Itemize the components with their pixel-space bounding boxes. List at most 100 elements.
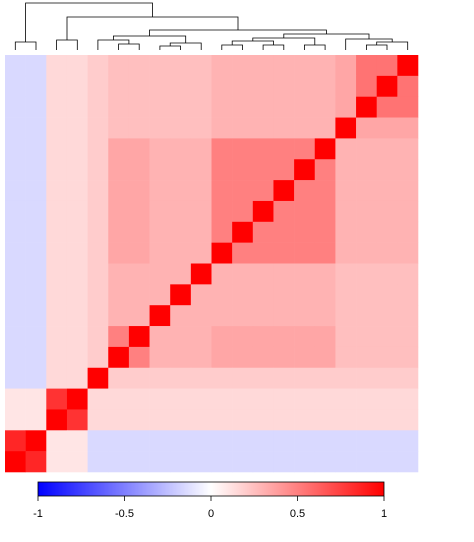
- heatmap-cell: [149, 221, 171, 243]
- heatmap-cell: [149, 159, 171, 181]
- heatmap-cell: [273, 326, 295, 348]
- heatmap-cell: [190, 305, 212, 327]
- heatmap-cell: [232, 346, 254, 369]
- heatmap-cell: [232, 96, 254, 118]
- heatmap-cell: [314, 346, 336, 369]
- heatmap-cell: [211, 117, 233, 139]
- heatmap-cell: [170, 305, 192, 327]
- heatmap-cell: [252, 200, 274, 223]
- heatmap-cell: [149, 96, 171, 118]
- heatmap-cell: [87, 242, 109, 264]
- heatmap-cell: [66, 409, 88, 431]
- heatmap-cell: [273, 96, 295, 118]
- heatmap-cell: [190, 409, 212, 431]
- heatmap-cell: [376, 409, 398, 431]
- heatmap-cell: [335, 284, 357, 306]
- heatmap-cell: [211, 180, 233, 202]
- heatmap-cell: [356, 138, 377, 160]
- heatmap-cell: [335, 200, 357, 223]
- heatmap-cell: [397, 305, 419, 327]
- heatmap-cell: [190, 138, 212, 160]
- heatmap-cell: [335, 305, 357, 327]
- heatmap-cell: [25, 221, 47, 243]
- heatmap-cell: [87, 221, 109, 243]
- heatmap-cell: [46, 242, 68, 264]
- heatmap-cell: [397, 263, 419, 285]
- heatmap-cell: [273, 242, 295, 264]
- heatmap-cell: [170, 159, 192, 181]
- heatmap-cell: [356, 117, 377, 139]
- heatmap-cell: [294, 55, 316, 77]
- heatmap-cell: [252, 55, 274, 77]
- heatmap-cell: [294, 117, 316, 139]
- heatmap-cell: [376, 117, 398, 139]
- heatmap-cell: [211, 346, 233, 369]
- heatmap-cell: [5, 305, 26, 327]
- heatmap-cell: [211, 451, 233, 473]
- heatmap-cell: [314, 200, 336, 223]
- colorbar-axis: -1 -0.5 0 0.5 1: [33, 496, 387, 520]
- heatmap-cell: [314, 451, 336, 473]
- heatmap-cell: [294, 200, 316, 223]
- heatmap-cell: [128, 159, 150, 181]
- heatmap-cell: [87, 451, 109, 473]
- heatmap-cell: [356, 75, 377, 97]
- heatmap-cell: [376, 430, 398, 452]
- heatmap-cell: [335, 180, 357, 202]
- heatmap-cell: [46, 138, 68, 160]
- heatmap-cell: [149, 200, 171, 223]
- heatmap-cell: [397, 117, 419, 139]
- heatmap-cell: [87, 284, 109, 306]
- heatmap-cell: [5, 138, 26, 160]
- heatmap-cell: [149, 242, 171, 264]
- heatmap-cell: [397, 367, 419, 389]
- heatmap-cell: [87, 430, 109, 452]
- heatmap-cell: [66, 180, 88, 202]
- heatmap-cell: [46, 263, 68, 285]
- heatmap-cell: [314, 284, 336, 306]
- dendrogram: [14, 2, 409, 50]
- heatmap-cell: [376, 96, 398, 118]
- heatmap-cell: [87, 305, 109, 327]
- heatmap-cell: [46, 159, 68, 181]
- heatmap-cell: [232, 242, 254, 264]
- heatmap-cell: [5, 117, 26, 139]
- heatmap-cell: [211, 430, 233, 452]
- heatmap-cell: [66, 55, 88, 77]
- heatmap-cell: [356, 200, 377, 223]
- heatmap-cell: [211, 55, 233, 77]
- heatmap-cell: [170, 242, 192, 264]
- heatmap-cell: [149, 117, 171, 139]
- heatmap-cell: [314, 367, 336, 389]
- heatmap-cell: [190, 284, 212, 306]
- heatmap-cell: [190, 263, 212, 285]
- heatmap-cell: [397, 200, 419, 223]
- heatmap-cell: [397, 96, 419, 118]
- heatmap-cell: [335, 221, 357, 243]
- heatmap-cell: [25, 242, 47, 264]
- heatmap-cell: [66, 388, 88, 410]
- heatmap-cell: [273, 263, 295, 285]
- heatmap-cell: [170, 346, 192, 369]
- heatmap-cell: [211, 159, 233, 181]
- heatmap-cell: [376, 75, 398, 97]
- heatmap-cell: [211, 367, 233, 389]
- heatmap-cell: [190, 200, 212, 223]
- heatmap-cell: [252, 75, 274, 97]
- heatmap-cell: [356, 159, 377, 181]
- heatmap-cell: [128, 451, 150, 473]
- heatmap-cell: [294, 451, 316, 473]
- heatmap-cell: [211, 409, 233, 431]
- heatmap-cell: [108, 159, 130, 181]
- heatmap-cell: [87, 55, 109, 77]
- heatmap-cell: [252, 367, 274, 389]
- heatmap-cell: [397, 221, 419, 243]
- heatmap-cell: [232, 159, 254, 181]
- heatmap-cell: [5, 367, 26, 389]
- heatmap-cell: [66, 367, 88, 389]
- heatmap-cell: [252, 180, 274, 202]
- heatmap-cell: [190, 180, 212, 202]
- heatmap-cell: [170, 221, 192, 243]
- heatmap-cell: [66, 75, 88, 97]
- heatmap-cell: [314, 326, 336, 348]
